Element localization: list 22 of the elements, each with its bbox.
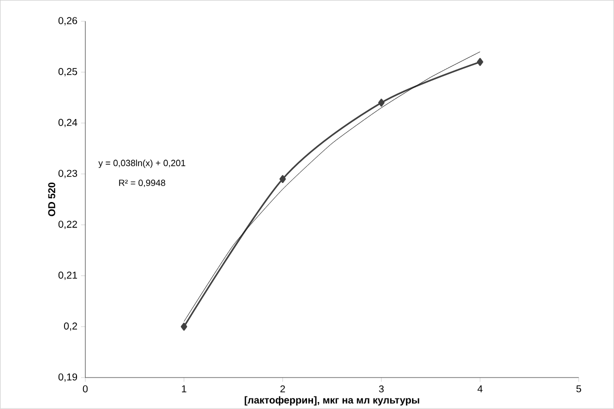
y-tick-label: 0,24 (58, 118, 78, 128)
y-tick-label: 0,19 (58, 374, 78, 382)
point (180, 322, 188, 331)
y-tick-label: 0,22 (58, 220, 78, 230)
y-axis-title: OD 520 (48, 182, 56, 216)
y-tick-label: 0,26 (58, 17, 78, 26)
x-tick-label: 5 (576, 385, 582, 392)
x-tick-label: 2 (280, 385, 285, 392)
y-tick-label: 0,23 (58, 170, 78, 178)
x-tick-label: 0 (82, 385, 88, 392)
annotation: y = 0,038ln(x) + 0,201 (98, 160, 186, 168)
point (378, 98, 385, 107)
y-tick-label: 0,25 (58, 68, 78, 76)
annotation: R² = 0,9948 (119, 180, 166, 188)
x-tick-label: 3 (378, 385, 384, 392)
x-tick-label: 1 (182, 385, 186, 392)
point (476, 58, 484, 66)
x-tick-label: 4 (478, 385, 483, 392)
point (279, 175, 286, 184)
x-axis-title: [лактоферрин], мкг на мл культуры (244, 396, 420, 406)
y-tick-label: 0,2 (64, 322, 78, 331)
y-tick-label: 0,21 (58, 272, 78, 280)
